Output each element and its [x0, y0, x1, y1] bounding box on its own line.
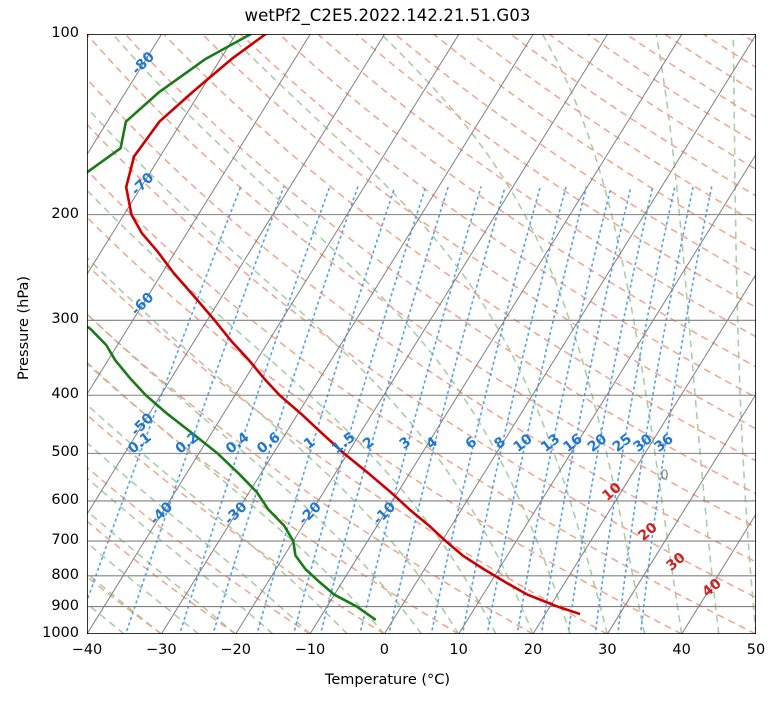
- sounding-curves: [87, 34, 581, 621]
- moist-adiabat-line: [87, 441, 311, 634]
- dry-adiabat-line: [87, 520, 237, 634]
- dry-adiabat-line: [87, 466, 311, 634]
- mixing-ratio-line: [540, 186, 632, 634]
- mixing-ratio-line: [256, 186, 396, 634]
- y-tick-label: 400: [51, 386, 79, 403]
- x-tick-label: 50: [746, 642, 766, 658]
- moist-adiabat-line: [655, 34, 720, 634]
- isotherm-line: [160, 34, 534, 634]
- isotherm-line: [606, 393, 756, 634]
- dry-adiabat-line: [394, 34, 756, 280]
- moist-adiabat-line: [87, 312, 423, 634]
- isotherm-line: [458, 153, 756, 634]
- x-tick-label: −40: [71, 642, 103, 658]
- mixing-ratio-line: [388, 186, 506, 634]
- isotherm-line: [87, 34, 163, 156]
- moist-adiabat-line: [111, 34, 571, 634]
- mixing-ratio-line: [319, 186, 449, 634]
- dry-adiabat-line: [87, 312, 534, 634]
- moist-adiabat-line: [87, 403, 348, 634]
- temperature-curve: [124, 34, 581, 615]
- y-tick-label: 1000: [42, 625, 79, 641]
- moist-adiabat-line: [732, 34, 756, 634]
- moist-adiabat-line: [380, 34, 646, 634]
- pressure-gridlines: [87, 34, 756, 634]
- moist-adiabat-line: [87, 509, 237, 634]
- dry-adiabat-line: [87, 34, 756, 529]
- isotherm-line: [87, 34, 237, 276]
- mixing-ratio-line: [430, 186, 542, 634]
- mixing-ratio-line: [616, 186, 694, 634]
- x-tick-label: −30: [146, 642, 177, 658]
- moist-adiabat-line: [87, 256, 460, 634]
- mixing-ratio-line: [212, 186, 359, 634]
- chart-title: wetPf2_C2E5.2022.142.21.51.G03: [244, 6, 531, 25]
- y-tick-label: 700: [51, 532, 79, 549]
- dewpoint-curve: [87, 34, 377, 621]
- x-tick-label: 10: [449, 642, 468, 658]
- x-axis-label: Temperature (°C): [324, 672, 451, 688]
- y-tick-label: 100: [51, 25, 79, 41]
- isotherm-lines: [87, 34, 756, 634]
- plot-area: 0 -80 -70 -60 -50 -40 -30 -20 -10 0.1 0.2 0.4 0.6 1 1…: [87, 34, 756, 634]
- isotherm-line: [681, 513, 756, 634]
- parcel-marker-label: 0: [660, 468, 668, 483]
- moist-adiabat-lines: [87, 34, 756, 634]
- isotherm-line: [87, 34, 460, 634]
- dry-adiabat-line: [240, 34, 756, 399]
- mixing-ratio-line: [639, 186, 713, 634]
- mixing-ratio-line: [516, 186, 612, 634]
- moist-adiabat-line: [227, 34, 609, 634]
- isotherm-line: [87, 34, 386, 516]
- parcel-marker: 0: [660, 468, 668, 483]
- mixing-ratio-line: [87, 186, 242, 604]
- x-tick-label: 0: [379, 642, 389, 658]
- mixing-ratio-line: [292, 186, 427, 634]
- mixing-ratio-line: [124, 186, 285, 634]
- mixing-ratio-line: [461, 186, 567, 634]
- y-tick-label: 200: [51, 205, 79, 222]
- dry-adiabat-line: [87, 263, 608, 634]
- moist-adiabat-line: [87, 189, 497, 634]
- x-tick-label: 20: [523, 642, 543, 658]
- dry-adiabat-line: [87, 123, 756, 599]
- dry-adiabat-line: [87, 413, 385, 634]
- dry-adiabat-line: [124, 34, 756, 495]
- x-tick-label: 40: [672, 642, 691, 658]
- y-tick-label: 300: [51, 311, 79, 328]
- isotherm-line: [309, 34, 683, 634]
- mixing-ratio-lines: [87, 186, 713, 634]
- dry-adiabat-line: [163, 34, 756, 462]
- isotherm-line: [235, 34, 609, 634]
- mixing-ratio-line: [178, 186, 331, 634]
- isotherm-line: [87, 34, 311, 396]
- dry-adiabat-line: [87, 362, 460, 634]
- y-tick-label: 600: [51, 491, 79, 508]
- mixing-ratio-line: [359, 186, 482, 634]
- x-tick-label: −10: [294, 642, 326, 658]
- isotherm-line: [532, 273, 756, 634]
- isotherm-line: [383, 34, 756, 634]
- dry-adiabat-line: [201, 34, 756, 430]
- x-tick-label: −20: [220, 642, 251, 658]
- mixing-ratio-line: [594, 186, 676, 634]
- skewt-svg: 0 -80-70-60-50-40 -30 -20 -100.1 0.2 0.4 0.6 1 1…: [87, 34, 756, 634]
- moist-adiabat-line: [87, 106, 534, 634]
- dry-adiabat-line: [87, 216, 683, 634]
- dry-adiabat-line: [87, 77, 756, 563]
- moist-adiabat-line: [541, 34, 683, 634]
- mixing-ratio-line: [567, 186, 654, 634]
- y-tick-label: 500: [51, 444, 79, 461]
- x-tick-label: 30: [598, 642, 617, 658]
- y-tick-label: 900: [51, 597, 79, 614]
- y-tick-label: 800: [51, 566, 79, 583]
